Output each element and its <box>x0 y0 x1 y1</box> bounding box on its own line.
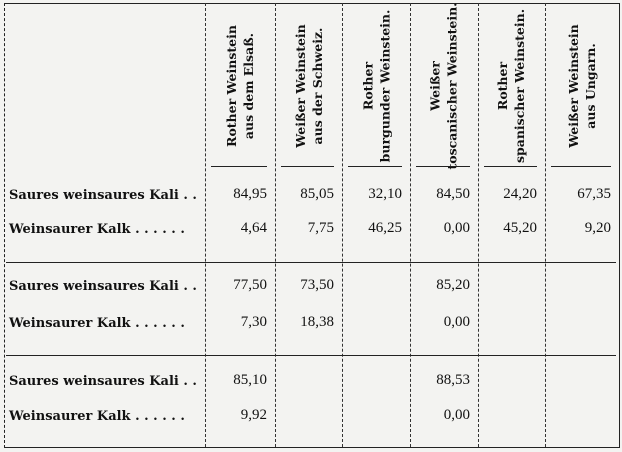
column-header-text: Weißer toscanischer Weinstein. <box>427 2 461 169</box>
column-divider <box>545 3 546 447</box>
header-line: Weißer Weinstein <box>566 24 581 148</box>
cell-value: 88,53 <box>436 372 470 388</box>
column-header-text: Rother burgunder Weinstein. <box>359 10 393 163</box>
column-divider <box>275 3 276 447</box>
cell-value: 84,50 <box>436 186 470 202</box>
row-label: Saures weinsaures Kali . . <box>9 374 197 389</box>
column-header-text: Rother spanischer Weinstein. <box>495 9 529 163</box>
header-rule <box>416 166 470 167</box>
cell-value: 0,00 <box>443 407 470 423</box>
column-header-text: Rother Weinstein aus dem Elsaß. <box>223 25 257 147</box>
row-label: Weinsaurer Kalk . . . . . . <box>9 316 185 331</box>
column-header: Rother burgunder Weinstein. <box>342 8 410 164</box>
header-line: aus Ungarn. <box>583 43 598 129</box>
column-header: Weißer Weinstein aus Ungarn. <box>545 8 619 164</box>
cell-value: 46,25 <box>368 220 402 236</box>
header-line: Weißer <box>428 61 443 111</box>
row-label: Weinsaurer Kalk . . . . . . <box>9 222 185 237</box>
header-line: toscanischer Weinstein. <box>445 2 460 170</box>
group-separator <box>6 262 616 263</box>
cell-value: 4,64 <box>240 220 267 236</box>
cell-value: 85,20 <box>436 277 470 293</box>
header-line: aus dem Elsaß. <box>241 32 257 140</box>
cell-value: 73,50 <box>300 277 334 293</box>
cell-value: 84,95 <box>233 186 267 202</box>
cell-value: 9,92 <box>240 407 267 423</box>
header-line: burgunder Weinstein. <box>377 9 393 163</box>
cell-value: 18,38 <box>300 314 334 330</box>
header-line: aus der Schweiz. <box>309 27 325 145</box>
column-header: Weißer Weinstein aus der Schweiz. <box>275 8 342 164</box>
cell-value: 67,35 <box>577 186 611 202</box>
header-rule <box>484 166 537 167</box>
header-rule <box>348 166 402 167</box>
column-divider <box>342 3 343 447</box>
column-divider <box>410 3 411 447</box>
column-header: Rother spanischer Weinstein. <box>478 8 545 164</box>
header-line: Weißer Weinstein <box>292 24 308 148</box>
column-divider <box>478 3 479 447</box>
column-header-text: Weißer Weinstein aus Ungarn. <box>565 24 599 148</box>
column-divider <box>205 3 206 447</box>
cell-value: 77,50 <box>233 277 267 293</box>
cell-value: 24,20 <box>503 186 537 202</box>
cell-value: 45,20 <box>503 220 537 236</box>
cell-value: 7,75 <box>307 220 334 236</box>
cell-value: 0,00 <box>443 220 470 236</box>
header-line: spanischer Weinstein. <box>512 8 528 164</box>
column-header: Weißer toscanischer Weinstein. <box>410 2 478 169</box>
header-rule <box>211 166 267 167</box>
header-rule <box>281 166 334 167</box>
header-line: Rother Weinstein <box>224 25 240 147</box>
cell-value: 7,30 <box>240 314 267 330</box>
cell-value: 0,00 <box>443 314 470 330</box>
cell-value: 9,20 <box>584 220 611 236</box>
row-label: Weinsaurer Kalk . . . . . . <box>9 409 185 424</box>
header-line: Rother <box>495 61 511 111</box>
header-rule <box>551 166 611 167</box>
cell-value: 85,10 <box>233 372 267 388</box>
table-border <box>4 3 620 448</box>
header-line: Rother <box>360 61 376 111</box>
row-label: Saures weinsaures Kali . . <box>9 188 197 203</box>
column-header: Rother Weinstein aus dem Elsaß. <box>205 8 275 164</box>
cell-value: 32,10 <box>368 186 402 202</box>
row-label: Saures weinsaures Kali . . <box>9 279 197 294</box>
cell-value: 85,05 <box>300 186 334 202</box>
group-separator <box>6 355 616 356</box>
column-header-text: Weißer Weinstein aus der Schweiz. <box>292 24 326 148</box>
